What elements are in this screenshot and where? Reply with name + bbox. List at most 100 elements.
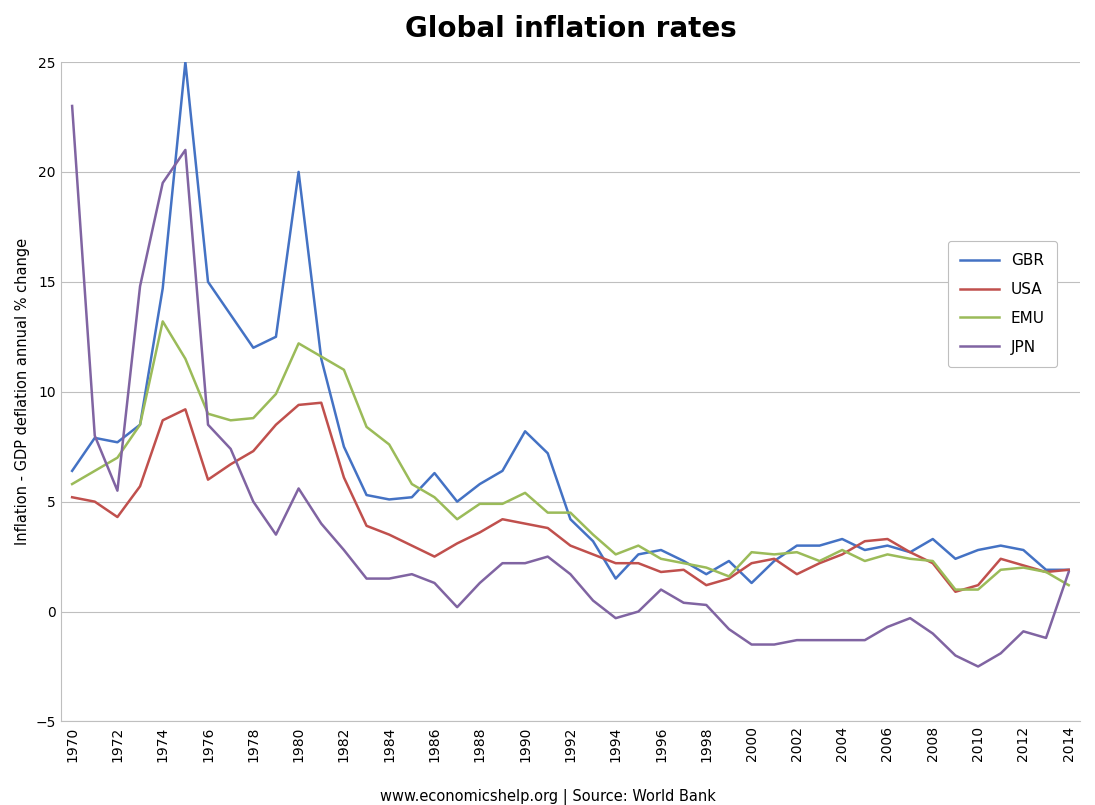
JPN	[134, 282, 147, 291]
USA	[609, 559, 622, 568]
USA	[428, 551, 441, 561]
GBR	[564, 514, 577, 524]
JPN	[519, 559, 532, 568]
Line: JPN: JPN	[72, 106, 1069, 667]
GBR	[246, 343, 260, 353]
USA	[246, 446, 260, 456]
JPN	[700, 601, 713, 610]
EMU	[519, 488, 532, 497]
GBR	[269, 332, 283, 341]
USA	[903, 547, 917, 557]
EMU	[541, 508, 554, 518]
JPN	[768, 640, 781, 650]
JPN	[89, 431, 102, 440]
GBR	[178, 57, 192, 67]
EMU	[428, 493, 441, 502]
JPN	[1017, 626, 1030, 636]
USA	[994, 554, 1007, 563]
JPN	[541, 551, 554, 561]
JPN	[224, 444, 238, 454]
GBR	[700, 569, 713, 579]
USA	[314, 398, 327, 407]
JPN	[655, 584, 668, 594]
USA	[632, 559, 645, 568]
EMU	[723, 572, 736, 581]
USA	[496, 514, 509, 524]
JPN	[791, 635, 804, 645]
EMU	[269, 389, 283, 398]
USA	[405, 541, 418, 551]
GBR	[428, 469, 441, 478]
JPN	[812, 635, 826, 645]
USA	[655, 568, 668, 577]
GBR	[632, 550, 645, 559]
JPN	[473, 578, 486, 588]
GBR	[314, 354, 327, 364]
USA	[949, 587, 963, 597]
EMU	[201, 409, 215, 419]
USA	[677, 565, 690, 575]
USA	[700, 580, 713, 590]
USA	[745, 559, 758, 568]
EMU	[1017, 563, 1030, 572]
USA	[564, 541, 577, 551]
EMU	[880, 550, 894, 559]
JPN	[745, 640, 758, 650]
EMU	[858, 556, 872, 566]
JPN	[405, 569, 418, 579]
Legend: GBR, USA, EMU, JPN: GBR, USA, EMU, JPN	[948, 242, 1057, 367]
JPN	[835, 635, 849, 645]
JPN	[880, 622, 894, 632]
GBR	[541, 448, 554, 458]
Line: GBR: GBR	[72, 62, 1069, 583]
GBR	[723, 556, 736, 566]
EMU	[1062, 580, 1075, 590]
GBR	[66, 466, 79, 476]
EMU	[677, 559, 690, 568]
Text: www.economicshelp.org | Source: World Bank: www.economicshelp.org | Source: World Ba…	[380, 789, 715, 805]
GBR	[1039, 565, 1052, 575]
GBR	[111, 437, 124, 447]
GBR	[835, 535, 849, 544]
JPN	[178, 145, 192, 155]
USA	[812, 559, 826, 568]
EMU	[292, 339, 306, 349]
GBR	[587, 536, 600, 546]
USA	[835, 550, 849, 559]
EMU	[791, 547, 804, 557]
EMU	[1039, 568, 1052, 577]
JPN	[360, 574, 373, 584]
USA	[587, 550, 600, 559]
USA	[89, 497, 102, 506]
GBR	[677, 556, 690, 566]
EMU	[632, 541, 645, 551]
JPN	[450, 602, 463, 612]
USA	[858, 536, 872, 546]
GBR	[745, 578, 758, 588]
GBR	[473, 479, 486, 489]
JPN	[632, 607, 645, 617]
EMU	[360, 422, 373, 431]
EMU	[971, 584, 984, 594]
USA	[768, 554, 781, 563]
GBR	[858, 545, 872, 555]
GBR	[949, 554, 963, 563]
USA	[1062, 565, 1075, 575]
JPN	[246, 497, 260, 506]
EMU	[564, 508, 577, 518]
GBR	[360, 490, 373, 500]
JPN	[564, 569, 577, 579]
EMU	[134, 420, 147, 430]
USA	[1017, 560, 1030, 570]
GBR	[496, 466, 509, 476]
USA	[971, 580, 984, 590]
JPN	[723, 625, 736, 634]
EMU	[609, 550, 622, 559]
JPN	[1039, 633, 1052, 642]
EMU	[496, 499, 509, 509]
Title: Global inflation rates: Global inflation rates	[404, 15, 736, 43]
EMU	[111, 453, 124, 463]
USA	[111, 512, 124, 522]
EMU	[700, 563, 713, 572]
EMU	[314, 352, 327, 361]
